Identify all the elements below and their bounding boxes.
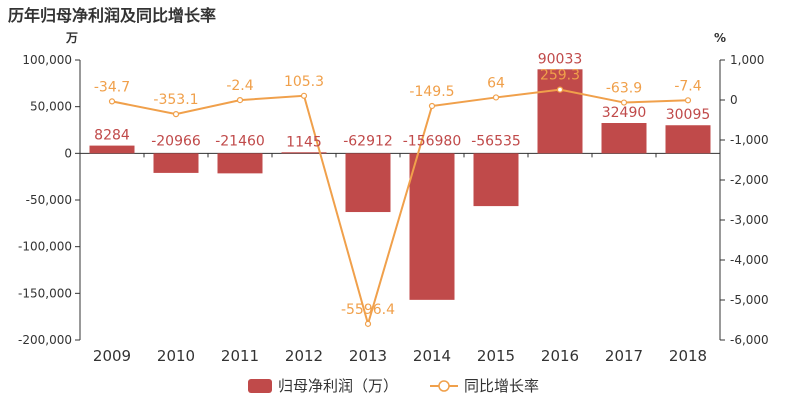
bar xyxy=(89,145,135,154)
x-tick-label: 2017 xyxy=(605,347,643,365)
line-value-label: -63.9 xyxy=(606,81,642,97)
chart-title: 历年归母净利润及同比增长率 xyxy=(8,6,217,25)
legend-line-label: 同比增长率 xyxy=(464,377,539,395)
line-point xyxy=(492,94,500,101)
legend-line-marker xyxy=(438,380,450,392)
bar xyxy=(409,153,455,300)
bar-value-label: 30095 xyxy=(666,107,711,123)
bar-value-label: -56535 xyxy=(471,133,521,149)
line-point xyxy=(172,111,180,118)
right-tick-label: -3,000 xyxy=(730,213,769,227)
left-tick-label: -50,000 xyxy=(26,193,72,207)
x-tick-label: 2010 xyxy=(157,347,195,365)
x-tick-label: 2014 xyxy=(413,347,451,365)
line-point xyxy=(684,97,692,104)
growth-line xyxy=(111,88,689,328)
bar-value-label: 8284 xyxy=(94,128,130,144)
legend-bar-label: 归母净利润（万） xyxy=(278,377,398,395)
line-point xyxy=(428,102,436,110)
left-tick-label: -150,000 xyxy=(18,286,72,300)
right-tick-label: 0 xyxy=(730,93,738,107)
right-tick-label: -2,000 xyxy=(730,173,769,187)
bar-series xyxy=(89,69,711,300)
line-value-label: 64 xyxy=(487,75,505,91)
bar xyxy=(153,153,199,173)
bar-value-label: -21460 xyxy=(215,133,265,149)
bar xyxy=(217,153,263,174)
line-point xyxy=(364,320,372,327)
line-point xyxy=(236,96,244,104)
line-value-label: -2.4 xyxy=(226,78,253,94)
x-tick-label: 2013 xyxy=(349,347,387,365)
data-labels: 8284 -20966 -21460 1145 -62912 -156980 -56535 9… xyxy=(94,51,710,318)
right-tick-label: -5,000 xyxy=(730,293,769,307)
legend: 归母净利润（万） 同比增长率 xyxy=(248,377,539,395)
left-tick-label: 100,000 xyxy=(22,53,72,67)
left-tick-label: 0 xyxy=(64,146,72,160)
x-tick-label: 2012 xyxy=(285,347,323,365)
left-axis-unit: 万 xyxy=(65,31,78,45)
line-point xyxy=(108,98,116,105)
line-value-label: -7.4 xyxy=(674,78,701,94)
bar xyxy=(473,153,519,207)
x-tick-label: 2018 xyxy=(669,347,707,365)
x-tick-label: 2015 xyxy=(477,347,515,365)
x-tick-label: 2016 xyxy=(541,347,579,365)
bar xyxy=(345,153,391,213)
chart-axes: 万 % 100,000 50,000 0 -50,000 -100,000 -150,000 -… xyxy=(18,31,769,365)
line-value-label: 259.3 xyxy=(540,68,580,84)
line-point xyxy=(556,86,564,93)
line-value-label: -34.7 xyxy=(94,79,130,95)
bar xyxy=(281,152,327,154)
line-value-label: 105.3 xyxy=(284,74,324,90)
right-tick-label: 1,000 xyxy=(730,53,764,67)
right-tick-label: -6,000 xyxy=(730,333,769,347)
line-series xyxy=(108,86,692,328)
left-tick-label: 50,000 xyxy=(30,100,72,114)
legend-bar-swatch xyxy=(248,379,272,393)
line-point xyxy=(620,99,628,106)
bar xyxy=(601,123,647,154)
bar xyxy=(537,69,583,154)
bar-value-label: 1145 xyxy=(286,134,322,150)
left-tick-label: -200,000 xyxy=(18,333,72,347)
left-tick-label: -100,000 xyxy=(18,240,72,254)
x-tick-label: 2011 xyxy=(221,347,259,365)
line-value-label: -353.1 xyxy=(153,92,198,108)
bar-value-label: -62912 xyxy=(343,133,393,149)
bar-value-label: 90033 xyxy=(538,51,583,67)
bar-value-label: 32490 xyxy=(602,105,647,121)
bar-value-label: -20966 xyxy=(151,133,201,149)
right-tick-label: -1,000 xyxy=(730,133,769,147)
bar xyxy=(665,125,711,154)
bar-value-label: -156980 xyxy=(403,133,462,149)
right-axis-unit: % xyxy=(714,31,726,45)
right-tick-label: -4,000 xyxy=(730,253,769,267)
x-tick-label: 2009 xyxy=(93,347,131,365)
line-point xyxy=(300,92,308,99)
line-value-label: -5596.4 xyxy=(341,302,395,318)
line-value-label: -149.5 xyxy=(409,84,454,100)
